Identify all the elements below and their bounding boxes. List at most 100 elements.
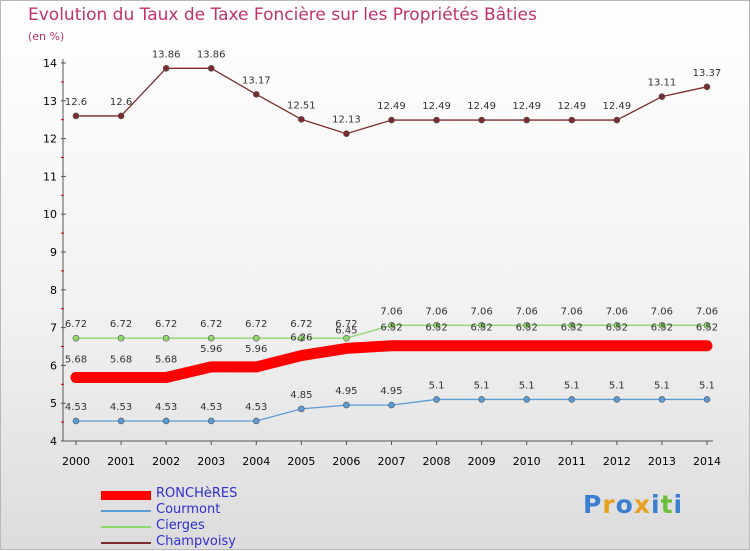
data-point-champvoisy [298, 116, 305, 123]
data-point-cierges [388, 322, 395, 329]
data-point-courmont [298, 405, 305, 413]
data-point-champvoisy [252, 91, 260, 98]
y-tick-label: 10 [43, 208, 57, 221]
data-label-ronchres: 6.52 [606, 323, 628, 334]
data-label-cierges: 6.72 [110, 319, 132, 330]
y-tick-label: 5 [50, 397, 57, 410]
y-tick-label: 13 [43, 95, 57, 108]
legend-swatch-cierges [101, 526, 151, 528]
y-tick-label: 9 [50, 246, 57, 259]
data-label-ronchres: 5.96 [200, 344, 222, 355]
data-point-champvoisy [343, 130, 350, 137]
data-point-ronchres [161, 372, 172, 383]
data-label-cierges: 6.72 [155, 319, 177, 330]
data-label-cierges: 7.06 [696, 306, 718, 317]
data-point-cierges [117, 334, 125, 342]
data-point-cierges [207, 334, 215, 342]
proxiti-logo: Proxiti [583, 490, 683, 519]
data-point-champvoisy [658, 93, 666, 100]
y-tick-label: 14 [43, 57, 57, 70]
data-point-courmont [613, 396, 621, 403]
x-tick-label: 2011 [558, 455, 586, 468]
data-label-courmont: 4.53 [200, 402, 222, 413]
data-point-cierges [478, 322, 485, 329]
data-label-courmont: 5.1 [474, 380, 490, 391]
data-label-courmont: 4.53 [155, 402, 177, 413]
logo-letter: P [583, 490, 603, 519]
y-tick-label: 12 [43, 133, 57, 146]
data-point-champvoisy [523, 116, 531, 124]
data-label-champvoisy: 12.49 [603, 101, 632, 112]
data-point-ronchres [476, 340, 487, 351]
data-point-ronchres [431, 340, 442, 351]
y-tick-label: 6 [50, 359, 57, 372]
data-point-cierges [162, 334, 170, 342]
data-label-champvoisy: 12.51 [287, 100, 316, 111]
unit-label: (en %) [28, 30, 65, 43]
data-label-ronchres: 5.68 [155, 354, 177, 365]
data-label-courmont: 4.53 [110, 402, 132, 413]
data-label-ronchres: 6.52 [561, 323, 583, 334]
data-label-champvoisy: 12.49 [467, 101, 496, 112]
data-label-cierges: 6.72 [200, 319, 222, 330]
data-label-champvoisy: 12.6 [110, 97, 132, 108]
series-layer [70, 64, 713, 425]
legend-label-roncheres: RONCHèRES [156, 486, 238, 501]
data-point-champvoisy [388, 116, 395, 124]
data-point-cierges [72, 334, 80, 342]
legend-swatch-roncheres [101, 491, 151, 500]
y-tick-label: 8 [50, 284, 57, 297]
data-label-courmont: 4.53 [245, 402, 267, 413]
data-label-ronchres: 6.45 [335, 325, 357, 336]
data-point-cierges [703, 322, 711, 329]
data-point-courmont [658, 396, 666, 403]
data-label-ronchres: 6.52 [516, 323, 538, 334]
x-tick-label: 2013 [648, 455, 676, 468]
x-tick-label: 2003 [197, 455, 225, 468]
data-label-cierges: 7.06 [425, 306, 447, 317]
data-point-courmont [703, 396, 711, 403]
data-label-cierges: 6.72 [290, 319, 312, 330]
logo-letter: o [615, 490, 634, 519]
data-label-champvoisy: 13.17 [242, 75, 271, 86]
data-label-champvoisy: 12.49 [512, 101, 541, 112]
data-point-ronchres [386, 340, 397, 351]
x-tick-label: 2001 [107, 455, 135, 468]
data-label-ronchres: 6.26 [290, 333, 312, 344]
data-labels-layer: 12.6 12.6 13.86 13.86 13.17 12.51 12.13 12.49 12… [65, 49, 721, 413]
data-label-courmont: 4.53 [65, 402, 87, 413]
data-point-champvoisy [433, 116, 440, 124]
x-tick-label: 2012 [603, 455, 631, 468]
data-label-cierges: 6.72 [335, 319, 357, 330]
data-label-courmont: 4.85 [290, 390, 312, 401]
data-label-ronchres: 5.68 [65, 354, 87, 365]
legend-label-champvoisy: Champvoisy [156, 534, 236, 549]
data-point-courmont [162, 417, 170, 425]
data-point-champvoisy [72, 112, 80, 120]
data-point-cierges [568, 322, 576, 329]
data-point-cierges [433, 322, 440, 329]
data-label-champvoisy: 13.86 [152, 49, 181, 60]
data-point-courmont [117, 417, 125, 425]
data-label-champvoisy: 12.49 [422, 101, 451, 112]
legend-swatch-champvoisy [101, 542, 151, 544]
data-point-ronchres [611, 340, 622, 351]
data-label-courmont: 5.1 [429, 380, 445, 391]
data-point-courmont [478, 396, 485, 403]
data-label-courmont: 5.1 [519, 380, 535, 391]
data-label-courmont: 5.1 [564, 380, 580, 391]
data-label-champvoisy: 12.49 [557, 101, 586, 112]
data-point-champvoisy [478, 116, 485, 124]
data-point-champvoisy [162, 64, 170, 72]
data-label-cierges: 7.06 [606, 306, 628, 317]
data-label-courmont: 4.95 [380, 386, 402, 397]
data-point-ronchres [656, 340, 667, 351]
y-tick-label: 4 [50, 435, 57, 448]
data-point-cierges [658, 322, 666, 329]
logo-letter: i [651, 490, 661, 519]
data-point-cierges [343, 334, 350, 342]
data-point-champvoisy [117, 112, 125, 120]
data-label-champvoisy: 12.49 [377, 101, 406, 112]
legend-swatch-courmont [101, 510, 151, 512]
data-point-ronchres [296, 350, 307, 361]
